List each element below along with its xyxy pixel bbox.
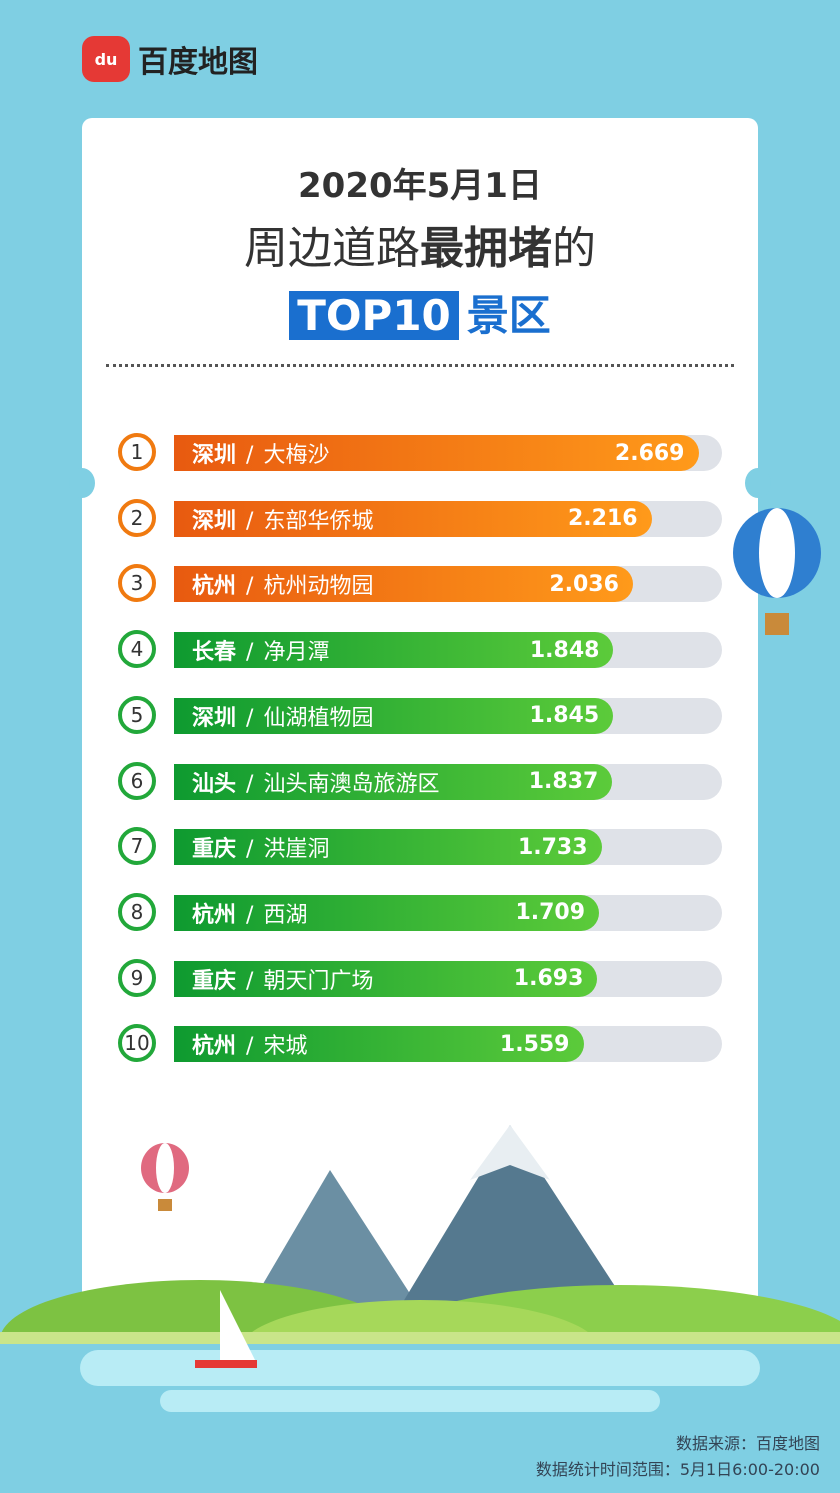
bar: 深圳 / 大梅沙 2.669 — [174, 435, 699, 471]
city: 深圳 — [192, 508, 237, 534]
small-balloon-icon — [141, 1143, 189, 1211]
rank-badge: 5 — [118, 695, 156, 734]
bar-value: 1.733 — [517, 834, 588, 860]
bar: 长春 / 净月潭 1.848 — [174, 632, 614, 669]
bar: 杭州 / 杭州动物园 2.036 — [174, 566, 633, 603]
rank-badge: 9 — [118, 958, 156, 997]
spot: 杭州动物园 — [263, 574, 374, 600]
bar-value: 1.693 — [513, 966, 584, 992]
card-notch-left — [69, 468, 95, 498]
rank-badge: 1 — [118, 433, 156, 471]
bar-row: 5 深圳 / 仙湖植物园 1.845 — [118, 695, 722, 734]
city: 深圳 — [192, 443, 237, 468]
rank-badge: 3 — [118, 564, 156, 603]
city: 杭州 — [192, 574, 237, 600]
bar-row: 6 汕头 / 汕头南澳岛旅游区 1.837 — [118, 761, 722, 800]
bar-value: 2.036 — [549, 571, 619, 597]
rank-badge: 4 — [118, 630, 156, 669]
bar: 重庆 / 洪崖洞 1.733 — [174, 829, 602, 866]
bar-row: 8 杭州 / 西湖 1.709 — [118, 892, 722, 931]
baidu-map-logo-icon: du — [82, 36, 130, 82]
bar-label: 深圳 / 东部华侨城 — [192, 503, 568, 535]
bar: 汕头 / 汕头南澳岛旅游区 1.837 — [174, 763, 613, 800]
rank-badge: 6 — [118, 761, 156, 800]
title-bold: 最拥堵 — [420, 223, 552, 274]
bar-row: 4 长春 / 净月潭 1.848 — [118, 630, 722, 669]
separator: / — [246, 968, 254, 994]
dotted-divider — [106, 364, 734, 367]
title-main: 周边道路最拥堵的 — [0, 212, 840, 276]
rank-badge: 8 — [118, 892, 156, 931]
logo: du 百度地图 — [82, 36, 258, 82]
bar-value: 1.848 — [529, 637, 600, 663]
bar: 深圳 / 仙湖植物园 1.845 — [174, 697, 614, 734]
rank-badge: 10 — [118, 1024, 156, 1063]
bar-label: 长春 / 净月潭 — [192, 634, 530, 666]
hot-air-balloon-icon — [733, 508, 821, 635]
separator: / — [246, 705, 254, 731]
separator: / — [246, 837, 254, 863]
bar-value: 2.669 — [614, 440, 685, 466]
bar-value: 1.837 — [528, 769, 599, 794]
title-scenic: 景区 — [466, 291, 551, 340]
city: 杭州 — [192, 902, 237, 928]
rank-badge: 2 — [118, 498, 156, 537]
bar-value: 2.216 — [567, 506, 638, 532]
data-range: 数据统计时间范围：5月1日6:00-20:00 — [535, 1460, 820, 1479]
city: 重庆 — [192, 837, 237, 863]
top10-box: TOP10 — [289, 291, 459, 340]
title-prefix: 周边道路 — [244, 223, 420, 274]
bar-label: 杭州 / 宋城 — [192, 1028, 500, 1060]
spot: 净月潭 — [263, 640, 330, 666]
bar-row: 9 重庆 / 朝天门广场 1.693 — [118, 958, 722, 997]
spot: 西湖 — [263, 902, 308, 928]
bar-label: 汕头 / 汕头南澳岛旅游区 — [192, 766, 529, 798]
separator: / — [246, 443, 254, 468]
separator: / — [246, 640, 254, 666]
city: 汕头 — [192, 771, 237, 797]
city: 杭州 — [192, 1034, 237, 1060]
title-suffix: 的 — [552, 223, 596, 274]
spot: 汕头南澳岛旅游区 — [263, 771, 440, 797]
bar-label: 杭州 / 杭州动物园 — [192, 568, 549, 600]
separator: / — [246, 574, 254, 600]
spot: 大梅沙 — [263, 443, 330, 468]
bar: 重庆 / 朝天门广场 1.693 — [174, 960, 598, 997]
city: 深圳 — [192, 705, 237, 731]
bar-row: 7 重庆 / 洪崖洞 1.733 — [118, 827, 722, 866]
data-source: 数据来源：百度地图 — [675, 1434, 820, 1453]
bar-value: 1.845 — [529, 703, 600, 729]
rank-badge: 7 — [118, 827, 156, 866]
spot: 东部华侨城 — [263, 508, 374, 534]
bar-value: 1.709 — [515, 900, 586, 926]
spot: 宋城 — [263, 1034, 308, 1060]
separator: / — [246, 1034, 254, 1060]
card-notch-right — [745, 468, 771, 498]
spot: 仙湖植物园 — [263, 705, 374, 731]
separator: / — [246, 508, 254, 534]
bar-row: 3 杭州 / 杭州动物园 2.036 — [118, 564, 722, 603]
bar-label: 重庆 / 朝天门广场 — [192, 963, 514, 995]
bar-label: 重庆 / 洪崖洞 — [192, 831, 518, 863]
bar-row: 1 深圳 / 大梅沙 2.669 — [118, 433, 722, 471]
landscape-illustration — [0, 1125, 840, 1440]
bar-label: 杭州 / 西湖 — [192, 897, 515, 929]
title-top10: TOP10 景区 — [0, 282, 840, 343]
spot: 洪崖洞 — [263, 837, 330, 863]
separator: / — [246, 902, 254, 928]
city: 重庆 — [192, 968, 237, 994]
bar: 杭州 / 西湖 1.709 — [174, 894, 600, 931]
city: 长春 — [192, 640, 237, 666]
bar-row: 2 深圳 / 东部华侨城 2.216 — [118, 498, 722, 537]
bar-row: 10 杭州 / 宋城 1.559 — [118, 1024, 722, 1063]
bar-label: 深圳 / 大梅沙 — [192, 437, 615, 469]
spot: 朝天门广场 — [263, 968, 374, 994]
logo-text: 百度地图 — [138, 45, 258, 80]
separator: / — [246, 771, 254, 797]
bar-label: 深圳 / 仙湖植物园 — [192, 700, 530, 732]
bar: 杭州 / 宋城 1.559 — [174, 1026, 584, 1063]
bar: 深圳 / 东部华侨城 2.216 — [174, 500, 652, 537]
bar-value: 1.559 — [499, 1031, 570, 1057]
title-date: 2020年5月1日 — [298, 166, 542, 206]
